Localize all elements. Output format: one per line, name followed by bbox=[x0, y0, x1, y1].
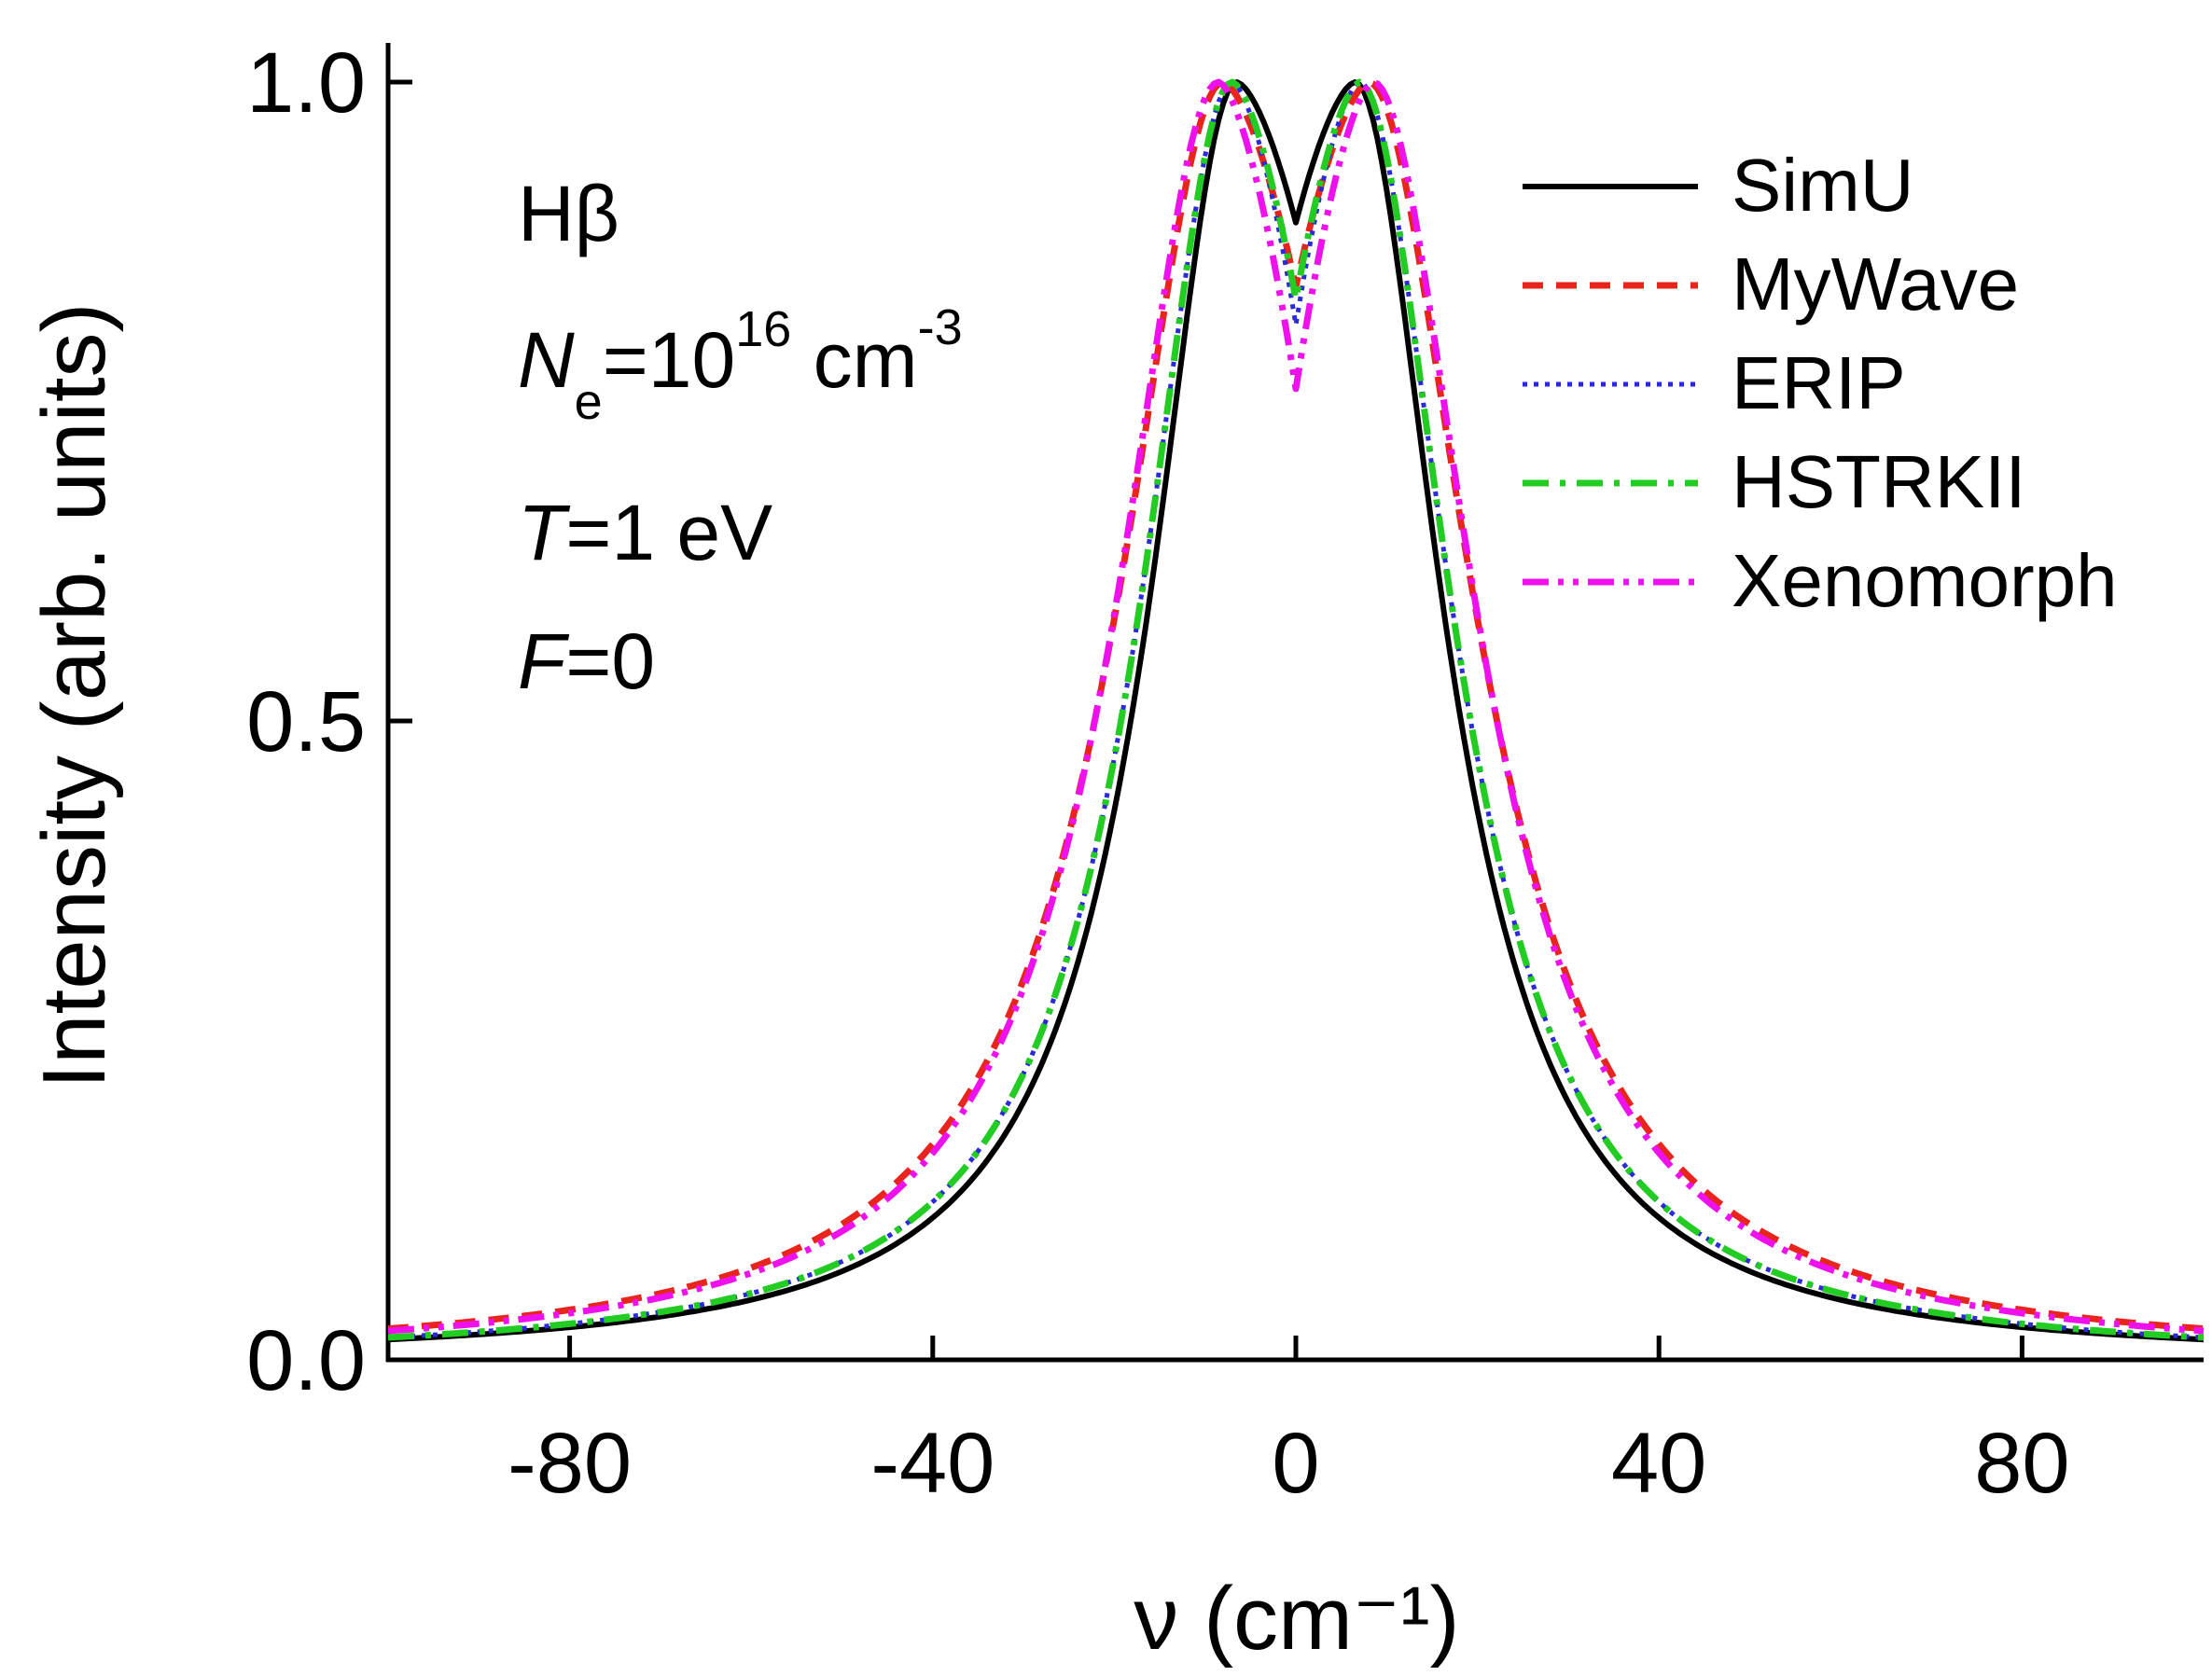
x-tick-label: 0 bbox=[1272, 1416, 1319, 1511]
x-tick-label: -80 bbox=[508, 1416, 632, 1511]
x-ticks: -80 -40 0 40 80 bbox=[508, 1336, 2070, 1511]
field-value: =0 bbox=[565, 617, 655, 705]
x-axis-label: ν (cm⁻¹) bbox=[1134, 1569, 1459, 1669]
x-tick-label: 40 bbox=[1611, 1416, 1706, 1511]
density-unit: cm bbox=[791, 316, 917, 404]
y-axis-label: Intensity (arb. units) bbox=[24, 303, 124, 1089]
axes bbox=[385, 43, 2204, 1363]
temp-symbol: T bbox=[518, 489, 571, 576]
field-symbol: F bbox=[518, 617, 570, 705]
condition-annotation: Hβ Ne=1016 cm-3 T=1 eV F=0 bbox=[518, 170, 963, 705]
density-exp: 16 bbox=[735, 301, 791, 357]
density-sub: e bbox=[575, 374, 603, 430]
annotation-field: F=0 bbox=[518, 617, 655, 705]
x-tick-label: 80 bbox=[1974, 1416, 2069, 1511]
legend: SimU MyWave ERIP HSTRKII Xenomorph bbox=[1523, 144, 2118, 622]
annotation-density: Ne=1016 cm-3 bbox=[518, 299, 963, 430]
y-tick-label: 0.0 bbox=[246, 1313, 366, 1408]
y-tick-label: 1.0 bbox=[246, 35, 366, 131]
legend-label-mywave: MyWave bbox=[1732, 242, 2019, 326]
density-eq: =10 bbox=[603, 316, 736, 404]
series-line-simu bbox=[387, 79, 2205, 1343]
legend-label-erip: ERIP bbox=[1732, 341, 1906, 424]
series-group bbox=[387, 78, 2205, 1343]
series-line-xenomorph bbox=[387, 78, 2205, 1335]
density-unit-exp: -3 bbox=[918, 299, 963, 355]
annotation-temperature: T=1 eV bbox=[518, 489, 772, 576]
legend-label-hstrkii: HSTRKII bbox=[1732, 440, 2026, 523]
y-tick-label: 0.5 bbox=[246, 674, 366, 769]
temp-value: =1 eV bbox=[565, 489, 772, 576]
y-ticks: 0.0 0.5 1.0 bbox=[246, 35, 412, 1408]
legend-label-xenomorph: Xenomorph bbox=[1732, 539, 2118, 622]
annotation-line: Hβ bbox=[518, 170, 619, 257]
series-line-erip bbox=[387, 79, 2205, 1340]
density-symbol: N bbox=[518, 316, 575, 404]
x-tick-label: -40 bbox=[870, 1416, 995, 1511]
legend-label-simu: SimU bbox=[1732, 144, 1914, 227]
series-line-hstrkii bbox=[387, 78, 2205, 1341]
